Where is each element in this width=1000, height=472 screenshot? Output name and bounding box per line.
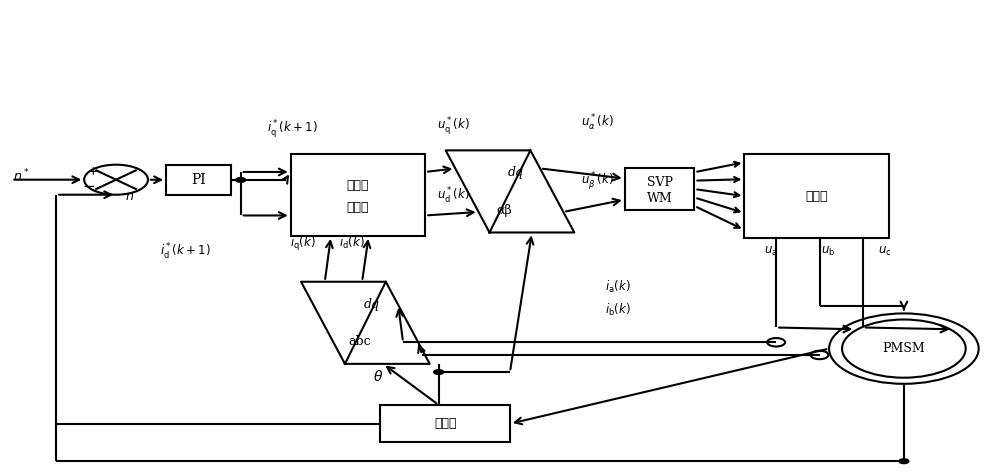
Text: αβ: αβ xyxy=(496,204,512,217)
Text: $i_{\rm a}(k)$: $i_{\rm a}(k)$ xyxy=(605,278,630,295)
Circle shape xyxy=(236,177,246,182)
Circle shape xyxy=(434,370,444,374)
Text: SVP: SVP xyxy=(647,176,673,189)
Text: $u_{\rm q}^*(k)$: $u_{\rm q}^*(k)$ xyxy=(437,115,469,136)
Text: $i_{\rm d}^*(k+1)$: $i_{\rm d}^*(k+1)$ xyxy=(160,242,211,262)
Text: +: + xyxy=(88,165,98,178)
Circle shape xyxy=(899,459,909,464)
Text: $u_{\alpha}^*(k)$: $u_{\alpha}^*(k)$ xyxy=(581,113,614,133)
Text: $\theta$: $\theta$ xyxy=(373,369,383,384)
Text: $n$: $n$ xyxy=(125,190,134,203)
Bar xyxy=(380,405,510,442)
Text: 无差拍: 无差拍 xyxy=(347,178,369,192)
Text: 逆变器: 逆变器 xyxy=(805,190,828,202)
Text: 编码器: 编码器 xyxy=(434,417,456,430)
Text: $u_{\rm d}^*(k)$: $u_{\rm d}^*(k)$ xyxy=(437,185,469,205)
Text: −: − xyxy=(83,179,96,194)
Text: $i_{\rm b}(k)$: $i_{\rm b}(k)$ xyxy=(605,302,631,318)
Text: dq: dq xyxy=(508,166,524,179)
Text: $i_{\rm q}(k)$: $i_{\rm q}(k)$ xyxy=(290,235,315,253)
Text: 控制器: 控制器 xyxy=(347,201,369,214)
Text: $i_{\rm q}^*(k+1)$: $i_{\rm q}^*(k+1)$ xyxy=(267,118,318,140)
Text: $u_{\rm a}$: $u_{\rm a}$ xyxy=(764,244,778,258)
Text: $u_{\beta}^*(k)$: $u_{\beta}^*(k)$ xyxy=(581,170,614,192)
Text: WM: WM xyxy=(647,192,672,205)
Bar xyxy=(166,165,231,195)
Bar xyxy=(291,154,425,236)
Text: abc: abc xyxy=(348,335,371,348)
Bar xyxy=(744,154,889,238)
Text: $u_{\rm c}$: $u_{\rm c}$ xyxy=(878,244,892,258)
Text: dq: dq xyxy=(363,297,379,311)
Bar xyxy=(625,168,694,210)
Text: $u_{\rm b}$: $u_{\rm b}$ xyxy=(821,244,835,258)
Text: PMSM: PMSM xyxy=(883,342,925,355)
Text: $i_{\rm d}(k)$: $i_{\rm d}(k)$ xyxy=(339,235,365,251)
Text: $n^*$: $n^*$ xyxy=(13,168,30,184)
Text: PI: PI xyxy=(191,173,206,187)
